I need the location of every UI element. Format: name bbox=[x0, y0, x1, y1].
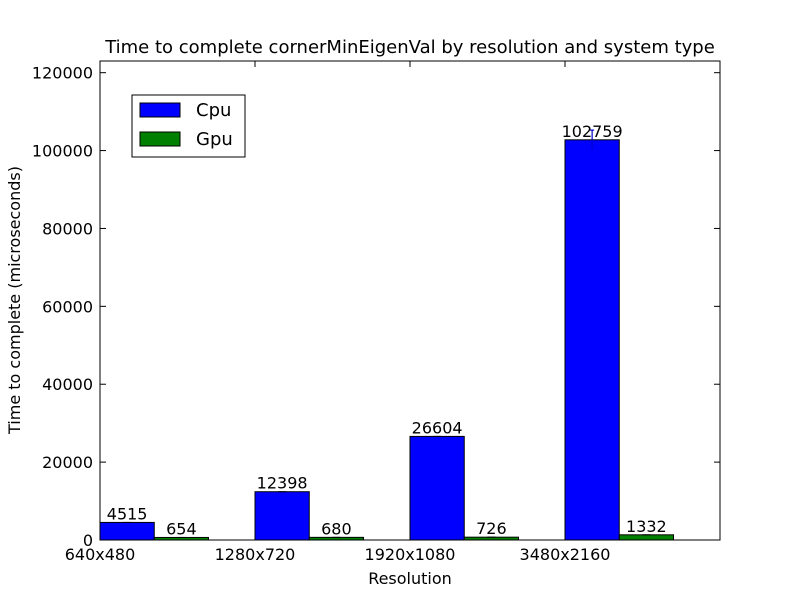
x-tick-label: 3480x2160 bbox=[520, 545, 611, 564]
y-tick-label: 80000 bbox=[42, 219, 93, 238]
y-tick-label: 0 bbox=[83, 531, 93, 550]
legend-label-gpu: Gpu bbox=[196, 129, 233, 150]
bar-cpu bbox=[409, 435, 465, 541]
legend-swatch-gpu bbox=[139, 131, 181, 147]
x-tick-label: 1280x720 bbox=[215, 545, 296, 564]
bar-cpu bbox=[254, 491, 310, 541]
y-tick-label: 20000 bbox=[42, 453, 93, 472]
data-label-gpu: 654 bbox=[166, 519, 197, 538]
data-label-cpu: 4515 bbox=[107, 504, 148, 523]
y-tick-label: 120000 bbox=[32, 64, 93, 83]
legend-swatch-cpu bbox=[139, 102, 181, 118]
legend: Cpu Gpu bbox=[131, 94, 246, 158]
x-tick-label: 640x480 bbox=[65, 545, 136, 564]
data-label-cpu: 12398 bbox=[257, 474, 308, 493]
x-tick-label: 1920x1080 bbox=[365, 545, 456, 564]
y-tick-label: 40000 bbox=[42, 375, 93, 394]
bar-cpu bbox=[564, 139, 620, 541]
data-label-gpu: 1332 bbox=[626, 517, 667, 536]
chart-title: Time to complete cornerMinEigenVal by re… bbox=[104, 37, 715, 58]
bar-cpu bbox=[99, 521, 155, 541]
data-label-gpu: 680 bbox=[321, 519, 352, 538]
x-axis-label: Resolution bbox=[368, 569, 452, 588]
plot-area: 0 20000 40000 60000 80000 100000 120000 640x480… bbox=[32, 60, 721, 564]
data-label-gpu: 726 bbox=[476, 519, 507, 538]
y-tick-label: 100000 bbox=[32, 142, 93, 161]
data-label-cpu: 102759 bbox=[562, 122, 623, 141]
y-tick-label: 60000 bbox=[42, 297, 93, 316]
y-axis-label: Time to complete (microseconds) bbox=[5, 166, 24, 435]
legend-label-cpu: Cpu bbox=[196, 100, 231, 121]
data-label-cpu: 26604 bbox=[412, 418, 463, 437]
